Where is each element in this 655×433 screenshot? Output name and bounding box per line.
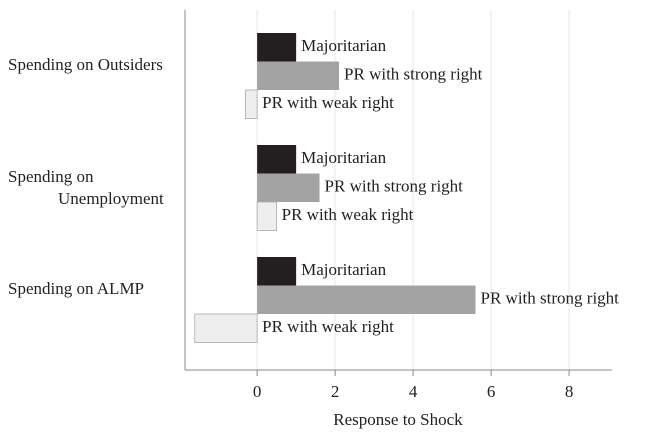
data-label: Majoritarian: [301, 260, 386, 279]
data-label: Majoritarian: [301, 148, 386, 167]
x-tick-label: 6: [487, 382, 496, 401]
x-tick-label: 8: [565, 382, 574, 401]
x-axis-label: Response to Shock: [333, 410, 463, 429]
bar: [257, 145, 297, 174]
bar: [257, 61, 340, 90]
bar: [257, 285, 476, 314]
category-label: Spending on Unemployment: [8, 166, 164, 208]
data-label: PR with strong right: [325, 177, 464, 196]
bar: [257, 33, 297, 62]
data-label: PR with strong right: [344, 65, 483, 84]
data-label: PR with weak right: [262, 93, 394, 112]
bar: [256, 201, 278, 231]
data-label: PR with weak right: [262, 317, 394, 336]
category-label: Spending on Outsiders: [8, 54, 163, 74]
bar: [245, 89, 258, 119]
bar: [257, 173, 320, 202]
x-tick-label: 4: [409, 382, 418, 401]
data-label: PR with weak right: [282, 205, 414, 224]
x-tick-label: 0: [253, 382, 262, 401]
bar: [257, 257, 297, 286]
x-tick-label: 2: [331, 382, 340, 401]
data-label: PR with strong right: [481, 289, 620, 308]
bar: [194, 313, 258, 343]
category-label: Spending on ALMP: [8, 278, 145, 298]
data-label: Majoritarian: [301, 36, 386, 55]
